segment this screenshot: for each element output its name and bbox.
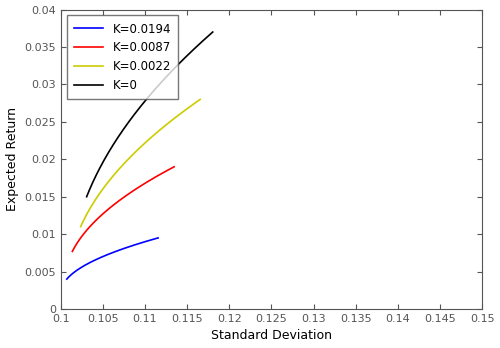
K=0.0194 (134, 242, 140, 246)
K=0.0022 (170, 117, 176, 121)
K=0.0022 (180, 109, 186, 113)
K=0 (144, 97, 150, 101)
K=0.0087 (156, 173, 162, 177)
K=0 (144, 97, 150, 101)
K=0.0087 (70, 249, 75, 253)
K=0.0087 (116, 199, 121, 203)
K=0.0022 (78, 224, 84, 228)
K=0.0194 (104, 253, 110, 257)
K=0.0022 (197, 97, 203, 102)
Legend: K=0.0194, K=0.0087, K=0.0022, K=0: K=0.0194, K=0.0087, K=0.0022, K=0 (66, 15, 178, 99)
K=0.0022 (133, 149, 139, 153)
K=0.0087 (118, 198, 124, 202)
K=0.0194 (104, 253, 110, 257)
K=0.0194 (155, 236, 161, 240)
Line: K=0.0194: K=0.0194 (67, 238, 158, 279)
K=0 (182, 56, 188, 60)
K=0 (84, 194, 90, 198)
K=0.0022 (134, 149, 140, 153)
K=0.0194 (64, 277, 70, 281)
K=0.0194 (106, 252, 112, 256)
K=0.0087 (171, 165, 177, 169)
K=0 (192, 45, 198, 49)
K=0 (146, 94, 152, 98)
Line: K=0.0087: K=0.0087 (72, 167, 174, 251)
Line: K=0: K=0 (86, 32, 212, 197)
K=0.0022 (136, 147, 142, 151)
K=0.0087 (148, 178, 154, 182)
K=0.0194 (64, 277, 70, 281)
K=0.0022 (78, 224, 84, 229)
K=0 (210, 30, 216, 34)
X-axis label: Standard Deviation: Standard Deviation (211, 330, 332, 342)
K=0 (84, 195, 89, 199)
K=0.0194 (142, 240, 148, 244)
K=0.0087 (70, 249, 75, 253)
Line: K=0.0022: K=0.0022 (80, 100, 200, 227)
Y-axis label: Expected Return: Expected Return (6, 107, 18, 211)
K=0.0087 (116, 199, 121, 203)
